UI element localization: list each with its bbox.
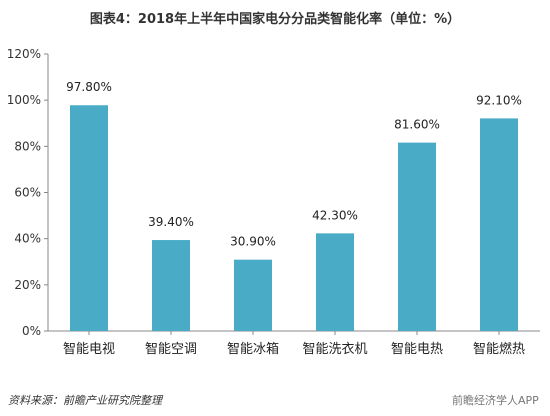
y-tick-label: 40%: [14, 232, 41, 246]
bar: [316, 233, 354, 331]
y-tick-label: 120%: [7, 47, 41, 61]
y-tick-label: 80%: [14, 139, 41, 153]
data-label: 30.90%: [230, 235, 276, 249]
x-tick-label: 智能电视: [63, 342, 115, 357]
x-tick-label: 智能冰箱: [227, 341, 279, 357]
y-tick-label: 20%: [14, 278, 41, 292]
x-tick-label: 智能洗衣机: [302, 341, 367, 357]
source-note: 资料来源：前瞻产业研究院整理: [8, 394, 162, 407]
chart-labels: 0% 20% 40% 60% 80% 100% 120% 97.80% 智能电视 39.40% 智能…: [7, 47, 525, 357]
bar: [234, 259, 272, 331]
bar: [480, 118, 518, 331]
x-tick-label: 智能空调: [145, 342, 197, 357]
y-tick-label: 100%: [7, 93, 41, 107]
chart-axes: [44, 53, 540, 335]
data-label: 92.10%: [476, 93, 522, 107]
data-label: 97.80%: [66, 80, 112, 94]
bar: [70, 105, 108, 332]
app-watermark: 前瞻经济学人APP: [452, 394, 539, 407]
x-tick-label: 智能燃热: [473, 341, 525, 357]
x-tick-label: 智能电热: [391, 342, 443, 357]
chart-bars: [70, 105, 518, 332]
data-label: 42.30%: [312, 208, 358, 222]
bar: [398, 142, 436, 331]
y-tick-label: 60%: [14, 186, 41, 200]
y-tick-label: 0%: [22, 324, 41, 338]
chart-title: 图表4：2018年上半年中国家电分分品类智能化率（单位：%）: [89, 12, 461, 27]
data-label: 39.40%: [148, 215, 194, 229]
bar: [152, 240, 190, 331]
data-label: 81.60%: [394, 118, 440, 132]
